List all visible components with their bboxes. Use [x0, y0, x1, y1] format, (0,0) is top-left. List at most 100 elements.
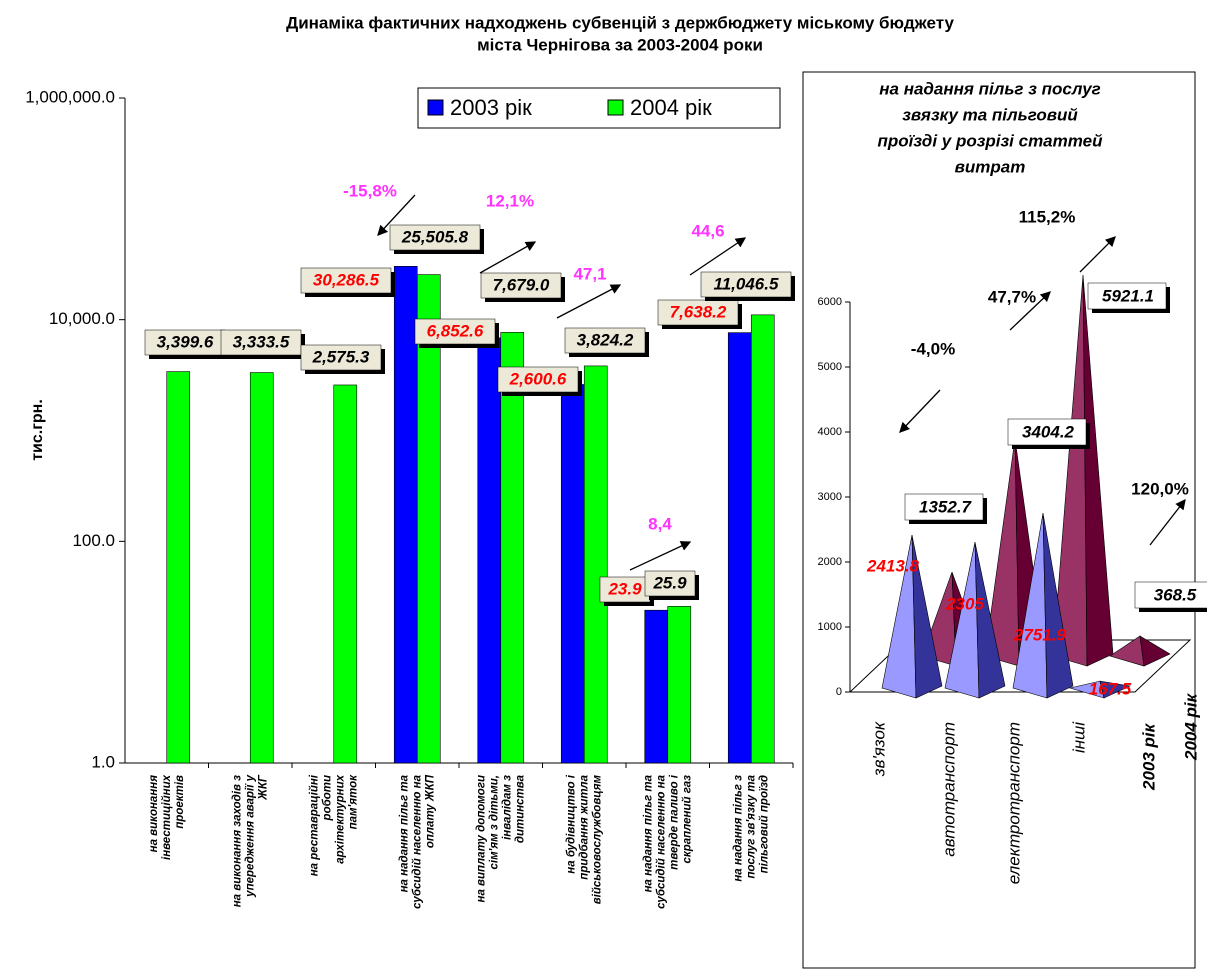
value-label: 167.5 — [1089, 679, 1132, 698]
value-label: 1352.7 — [919, 497, 973, 516]
x-tick-label: інвалідам з — [501, 775, 513, 840]
bar — [416, 274, 441, 764]
bar — [644, 609, 669, 764]
x-tick-label: упередження аварії у — [244, 774, 256, 897]
x-tick-label: сім'ям з дітьми, — [488, 775, 500, 869]
x-tick-label: інвестиційних — [161, 774, 173, 860]
value-label: 6,852.6 — [427, 321, 484, 340]
legend-box — [417, 87, 781, 129]
value-label: 11,046.5 — [714, 274, 779, 293]
x-tick-label: на надання пільг та — [642, 774, 654, 892]
legend-label: 2003 рік — [450, 95, 532, 120]
x-tick-label: на виконання заходів з — [231, 775, 243, 907]
pyramid — [1052, 275, 1114, 667]
legend-label: 2004 рік — [630, 95, 712, 120]
annotation-arrow — [899, 389, 941, 433]
x-tick-label: пам'яток — [347, 774, 359, 830]
annotation: 115,2% — [1019, 207, 1076, 226]
bar — [727, 332, 752, 764]
value-label: 2413.8 — [866, 556, 920, 575]
value-label: 30,286.5 — [313, 270, 380, 289]
pyramid-face — [1099, 680, 1132, 699]
y-tick-label: 2000 — [818, 556, 842, 568]
bar — [166, 371, 191, 764]
pyramid — [1012, 513, 1074, 699]
label-box — [904, 493, 984, 521]
annotation-arrow — [377, 194, 416, 236]
x-tick-label: на надання пільг з — [732, 775, 744, 882]
pyramid-face — [1139, 635, 1171, 667]
pyramid — [1109, 635, 1171, 667]
annotation: 12,1% — [486, 191, 534, 210]
x-tick-label: проектів — [174, 775, 186, 829]
label-box — [599, 576, 651, 603]
label-box — [300, 344, 382, 371]
bar — [477, 337, 502, 764]
x-tick-label: на реставраційні — [308, 774, 320, 876]
bar — [500, 332, 525, 764]
y-tick-label: 5000 — [818, 361, 842, 373]
panel-title: витрат — [955, 157, 1026, 176]
value-label: 2,600.6 — [509, 369, 567, 388]
value-label: 2751.9 — [1013, 625, 1067, 644]
annotation: 47,7% — [988, 287, 1036, 306]
series-label: 2004 рік — [1181, 692, 1200, 761]
x-tick-label: електротранспорт — [1004, 722, 1023, 884]
value-label: 3,333.5 — [233, 332, 290, 351]
pyramid — [944, 542, 1006, 699]
label-box — [644, 570, 696, 597]
label-box — [480, 272, 562, 299]
x-tick-label: послуг зв'язку та — [745, 774, 757, 878]
value-label: 5921.1 — [1102, 286, 1154, 305]
panel-title: на надання пільг з послуг — [879, 79, 1100, 98]
bar — [667, 606, 692, 764]
annotation: 120,0% — [1131, 479, 1189, 498]
x-tick-label: скраплений газ — [681, 775, 693, 864]
x-tick-label: роботи — [321, 775, 333, 821]
y-tick-label: 1000 — [818, 621, 842, 633]
bar — [249, 372, 274, 764]
y-tick-label: 6000 — [818, 296, 842, 308]
value-label: 2305 — [945, 594, 984, 613]
x-tick-label: архітектурних — [334, 774, 346, 863]
x-tick-label: на надання пільг та — [398, 774, 410, 892]
pyramid — [1068, 680, 1132, 699]
label-box — [220, 329, 302, 356]
label-box — [564, 327, 646, 354]
annotation-arrow — [1079, 236, 1116, 273]
panel-title: звязку та пільговий — [902, 105, 1078, 124]
side-panel — [802, 71, 1196, 969]
value-label: 2,575.3 — [312, 347, 370, 366]
y-tick-label: 0 — [836, 686, 842, 698]
bar — [750, 314, 775, 764]
annotation: 47,1 — [573, 264, 606, 283]
y-tick-label: 1.0 — [91, 752, 115, 771]
x-tick-label: оплату ЖКП — [424, 774, 436, 848]
chart-title: міста Чернігова за 2003-2004 роки — [477, 35, 763, 54]
annotation: 44,6 — [691, 221, 724, 240]
label-box — [1134, 581, 1207, 609]
label-box — [657, 299, 739, 326]
annotation: -15,8% — [343, 181, 397, 200]
y-tick-label: 100.0 — [72, 531, 115, 550]
y-tick-label: 1,000,000.0 — [25, 87, 115, 106]
y-tick-label: 10,000.0 — [49, 309, 115, 328]
value-label: 3,824.2 — [577, 330, 634, 349]
annotation-arrow — [1009, 291, 1051, 331]
label-box — [700, 271, 792, 298]
label-box — [1007, 418, 1087, 446]
annotation: 8,4 — [648, 514, 672, 533]
x-tick-label: ЖКГ — [257, 774, 269, 801]
x-tick-label: на виконання — [148, 775, 160, 853]
legend-swatch — [607, 99, 624, 116]
pyramid — [881, 535, 943, 699]
value-label: 7,638.2 — [670, 302, 727, 321]
x-tick-label: автотранспорт — [939, 722, 958, 857]
x-tick-label: пільговий проїзд — [758, 775, 770, 873]
value-label: 25.9 — [652, 573, 687, 592]
annotation-arrow — [629, 541, 692, 571]
label-box — [497, 366, 579, 393]
value-label: 7,679.0 — [493, 275, 550, 294]
